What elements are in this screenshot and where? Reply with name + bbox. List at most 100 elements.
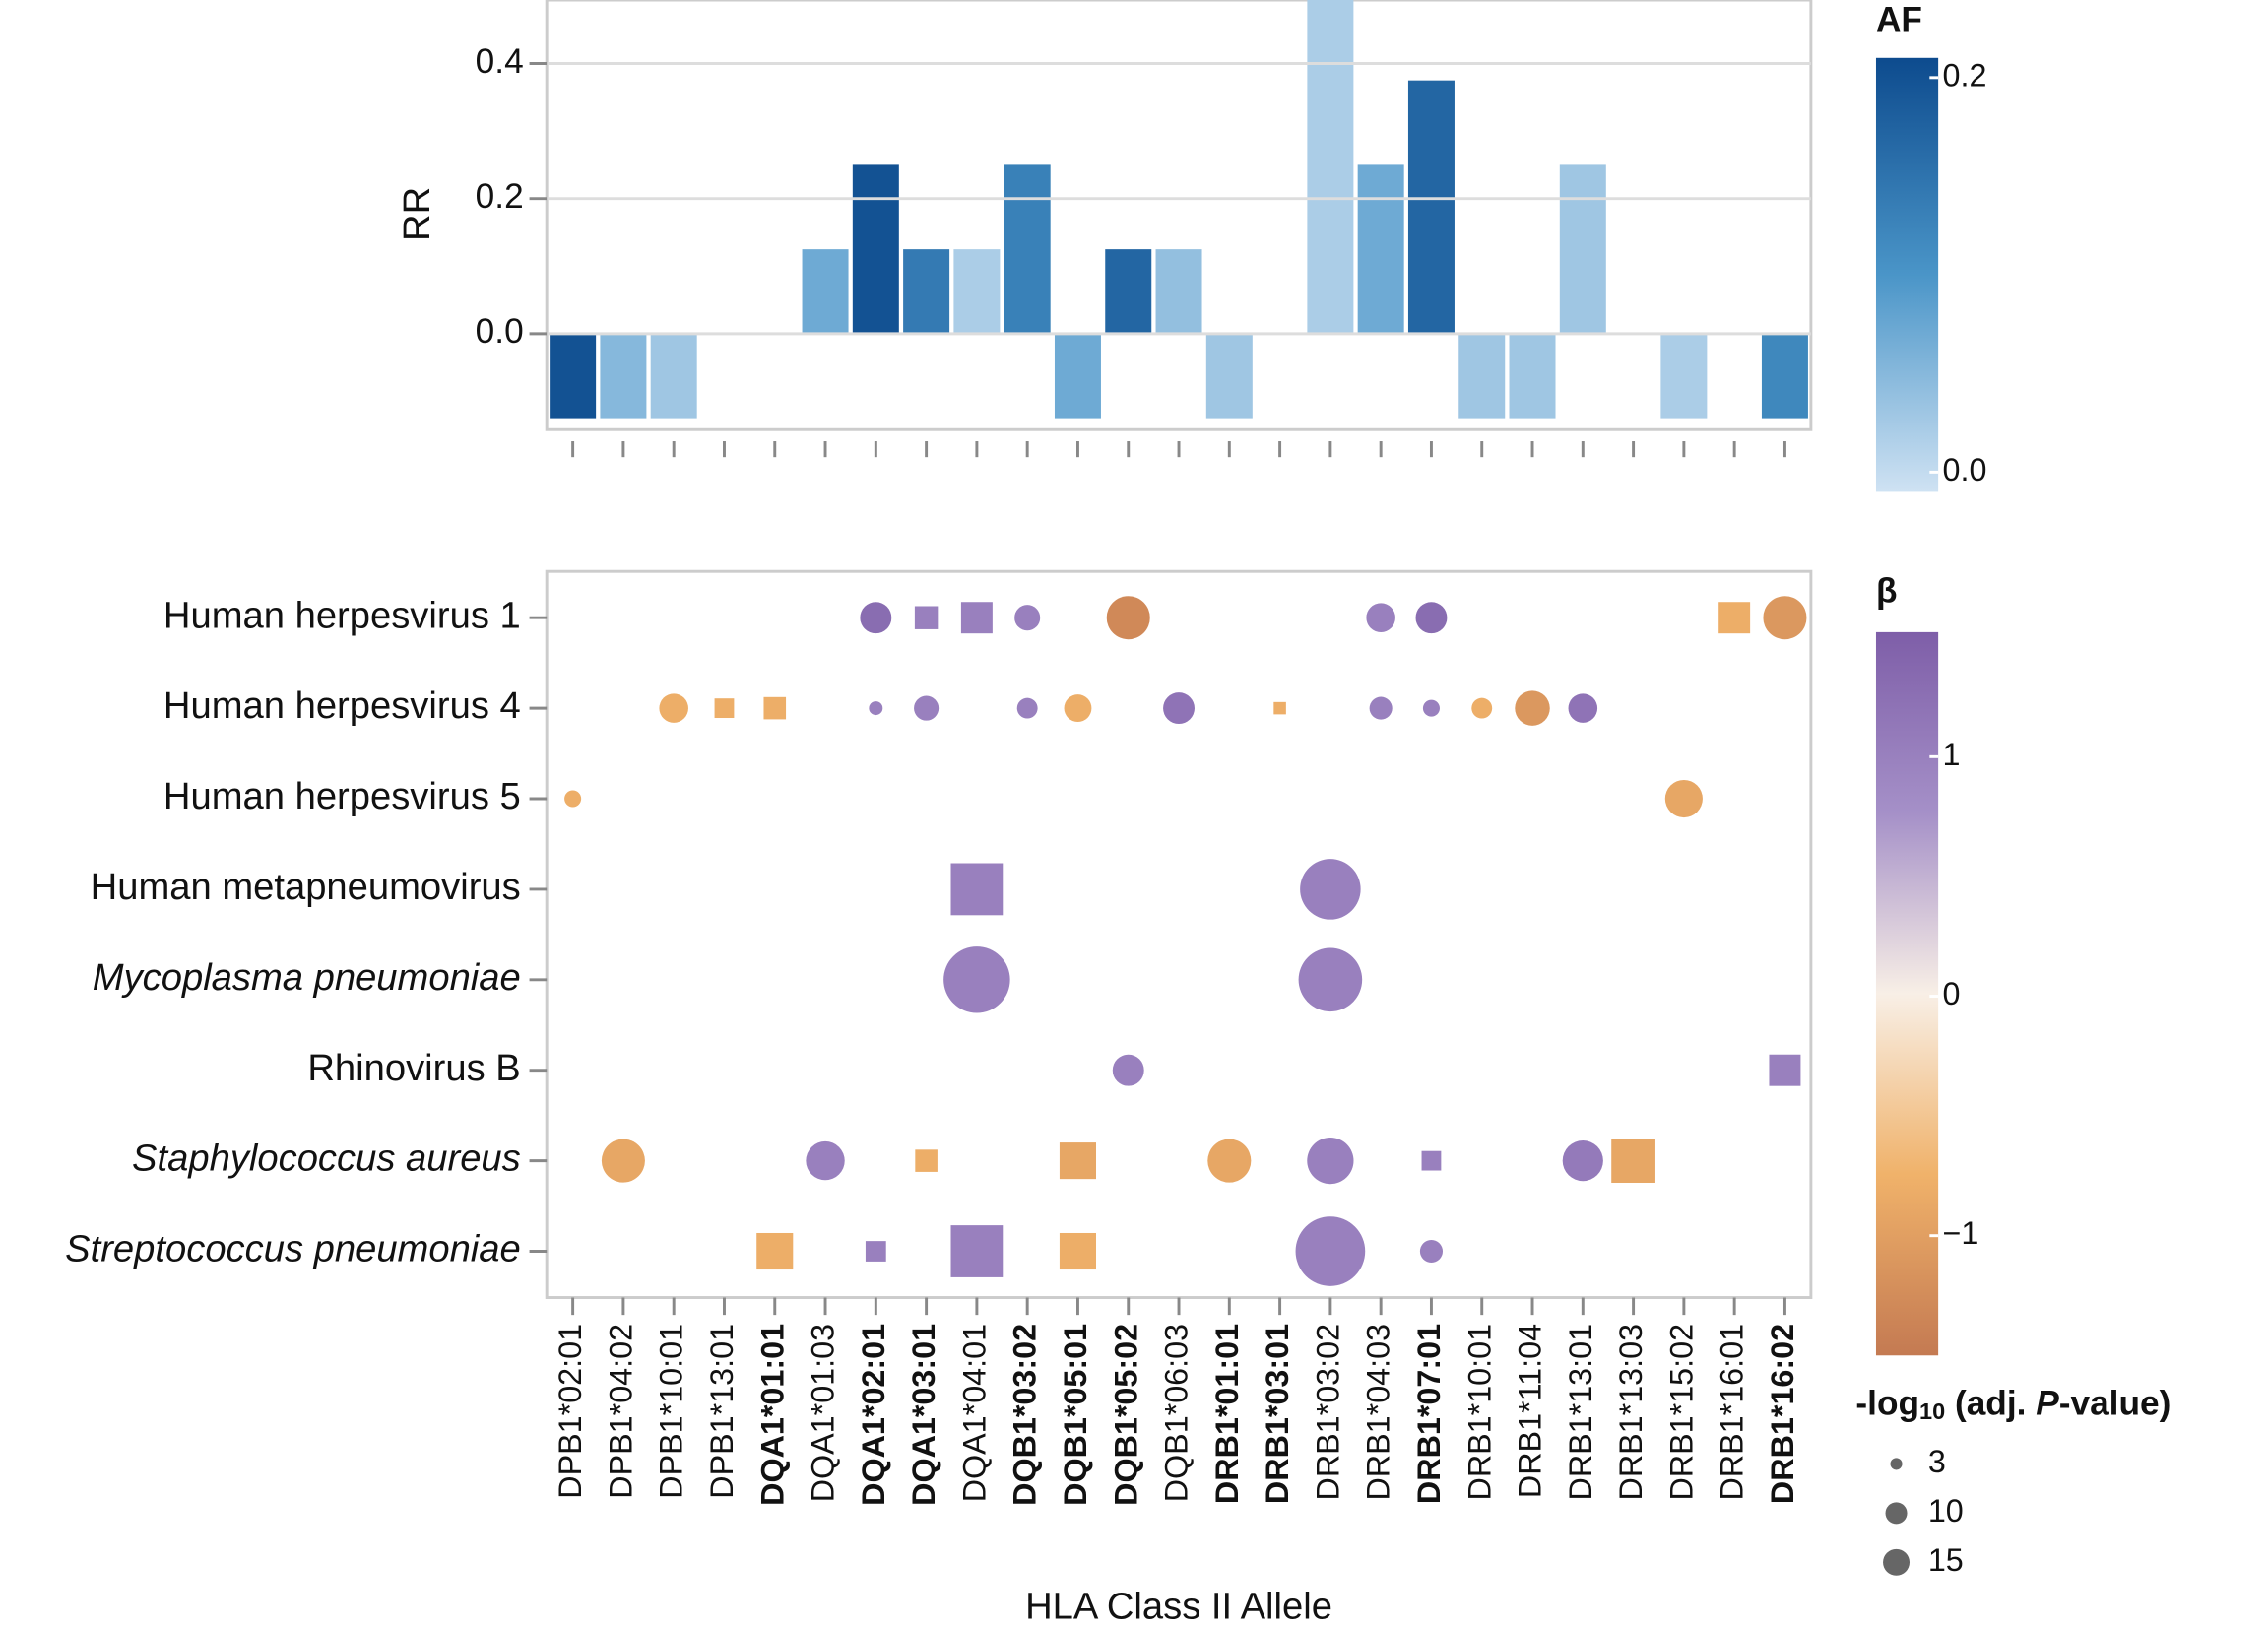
y-tick-label: Mycoplasma pneumoniae <box>93 956 521 999</box>
circle-marker <box>1163 692 1195 725</box>
square-marker <box>1421 1150 1442 1171</box>
x-tick-label: DQB1*05:01 <box>1058 1324 1093 1506</box>
circle-marker <box>1064 694 1092 723</box>
circle-marker <box>1419 1239 1443 1264</box>
circle-marker <box>659 693 688 723</box>
x-tick-label: DRB1*03:02 <box>1310 1324 1345 1501</box>
colorbar-tick-label: 1 <box>1943 737 1961 772</box>
y-tick-label: Human herpesvirus 1 <box>163 594 521 636</box>
y-tick-label: Rhinovirus B <box>307 1047 520 1089</box>
colorbar-tick-label: −1 <box>1943 1215 1979 1251</box>
circle-marker <box>1366 603 1395 632</box>
size-legend-label: 3 <box>1928 1444 1946 1479</box>
circle-marker <box>1307 1138 1354 1185</box>
circle-marker <box>943 946 1010 1013</box>
size-title-part: -value) <box>2059 1385 2171 1423</box>
x-tick-label: DRB1*16:01 <box>1715 1324 1750 1501</box>
circle-marker <box>1369 696 1393 720</box>
bar <box>1660 333 1708 419</box>
size-legend-title: -log10 (adj. P-value) <box>1855 1385 2171 1424</box>
bar <box>1004 164 1051 334</box>
bar <box>1458 333 1506 419</box>
square-marker <box>1718 602 1751 634</box>
square-marker <box>865 1241 886 1262</box>
size-legend-label: 10 <box>1928 1493 1964 1529</box>
y-tick-label: Human herpesvirus 5 <box>163 775 521 817</box>
size-legend-label: 15 <box>1928 1542 1964 1578</box>
bar-group <box>550 0 1808 419</box>
circle-marker <box>601 1139 645 1183</box>
x-tick-label: DQA1*01:03 <box>806 1324 841 1502</box>
size-title-part: (adj. <box>1945 1385 2036 1423</box>
x-tick-label: DPB1*02:01 <box>552 1324 588 1499</box>
circle-marker <box>1568 693 1598 723</box>
circle-marker <box>1295 1216 1366 1286</box>
x-tick-label: DQA1*03:01 <box>906 1324 941 1506</box>
circle-marker <box>1664 779 1703 818</box>
square-marker <box>1769 1054 1801 1086</box>
colorbar-tick-label: 0.0 <box>1943 452 1987 488</box>
square-marker <box>950 863 1004 916</box>
circle-marker <box>1207 1139 1252 1183</box>
bar <box>1054 333 1101 419</box>
x-tick-label: DQA1*01:01 <box>754 1324 790 1506</box>
square-marker <box>915 1149 938 1172</box>
bar <box>1205 333 1253 419</box>
x-tick-label: DPB1*04:02 <box>603 1324 638 1499</box>
circle-marker <box>1763 596 1807 640</box>
x-tick-label: DQA1*02:01 <box>856 1324 891 1506</box>
square-marker <box>950 1225 1004 1277</box>
bar <box>550 333 597 419</box>
size-legend-marker <box>1883 1548 1911 1576</box>
bar <box>1509 333 1556 419</box>
bar <box>1155 249 1202 334</box>
circle-marker <box>1415 602 1448 634</box>
circle-marker <box>1106 596 1150 640</box>
square-marker <box>1059 1142 1096 1180</box>
size-title-part: P <box>2036 1385 2059 1423</box>
circle-marker <box>1300 859 1361 920</box>
bar <box>1105 249 1152 334</box>
circle-marker <box>1016 697 1038 719</box>
bar <box>852 164 899 334</box>
x-tick-label: DRB1*01:01 <box>1209 1324 1245 1504</box>
beta-legend-title: β <box>1876 572 1898 611</box>
colorbar <box>1875 631 1939 1356</box>
circle-marker <box>1471 697 1493 719</box>
square-marker <box>714 698 735 719</box>
bar <box>903 249 950 334</box>
bottom-panel <box>545 569 1813 1299</box>
af-legend-title: AF <box>1876 0 1922 38</box>
size-title-part: 10 <box>1919 1399 1945 1424</box>
x-tick-label: DRB1*11:04 <box>1513 1324 1548 1498</box>
x-tick-label: DPB1*13:01 <box>704 1324 740 1499</box>
x-tick-label: DRB1*16:02 <box>1765 1324 1800 1504</box>
circle-marker <box>1112 1054 1144 1086</box>
y-tick-label: Human herpesvirus 4 <box>163 684 521 727</box>
x-tick-label: DRB1*04:03 <box>1361 1324 1396 1501</box>
bar <box>802 249 849 334</box>
y-axis-title: RR <box>396 187 438 241</box>
x-axis-title: HLA Class II Allele <box>1025 1585 1332 1627</box>
circle-marker <box>860 602 892 634</box>
x-tick-label: DRB1*15:02 <box>1663 1324 1699 1501</box>
square-marker <box>914 606 939 629</box>
y-tick-label: Staphylococcus aureus <box>132 1138 521 1180</box>
bar <box>650 333 697 419</box>
bar <box>953 249 1001 334</box>
bar <box>600 333 647 419</box>
circle-marker <box>1298 947 1363 1012</box>
x-tick-label: DRB1*13:01 <box>1563 1324 1598 1501</box>
y-tick-label: 0.4 <box>476 42 524 81</box>
square-marker <box>763 696 787 720</box>
circle-marker <box>869 701 883 716</box>
y-tick-label: Human metapneumovirus <box>91 866 521 908</box>
x-tick-label: DPB1*10:01 <box>654 1324 689 1499</box>
bar <box>1407 80 1455 334</box>
colorbar <box>1875 57 1939 492</box>
x-tick-label: DRB1*10:01 <box>1461 1324 1497 1501</box>
bar <box>1357 164 1404 334</box>
size-legend-marker <box>1890 1458 1903 1470</box>
colorbar-tick-label: 0 <box>1943 976 1961 1011</box>
